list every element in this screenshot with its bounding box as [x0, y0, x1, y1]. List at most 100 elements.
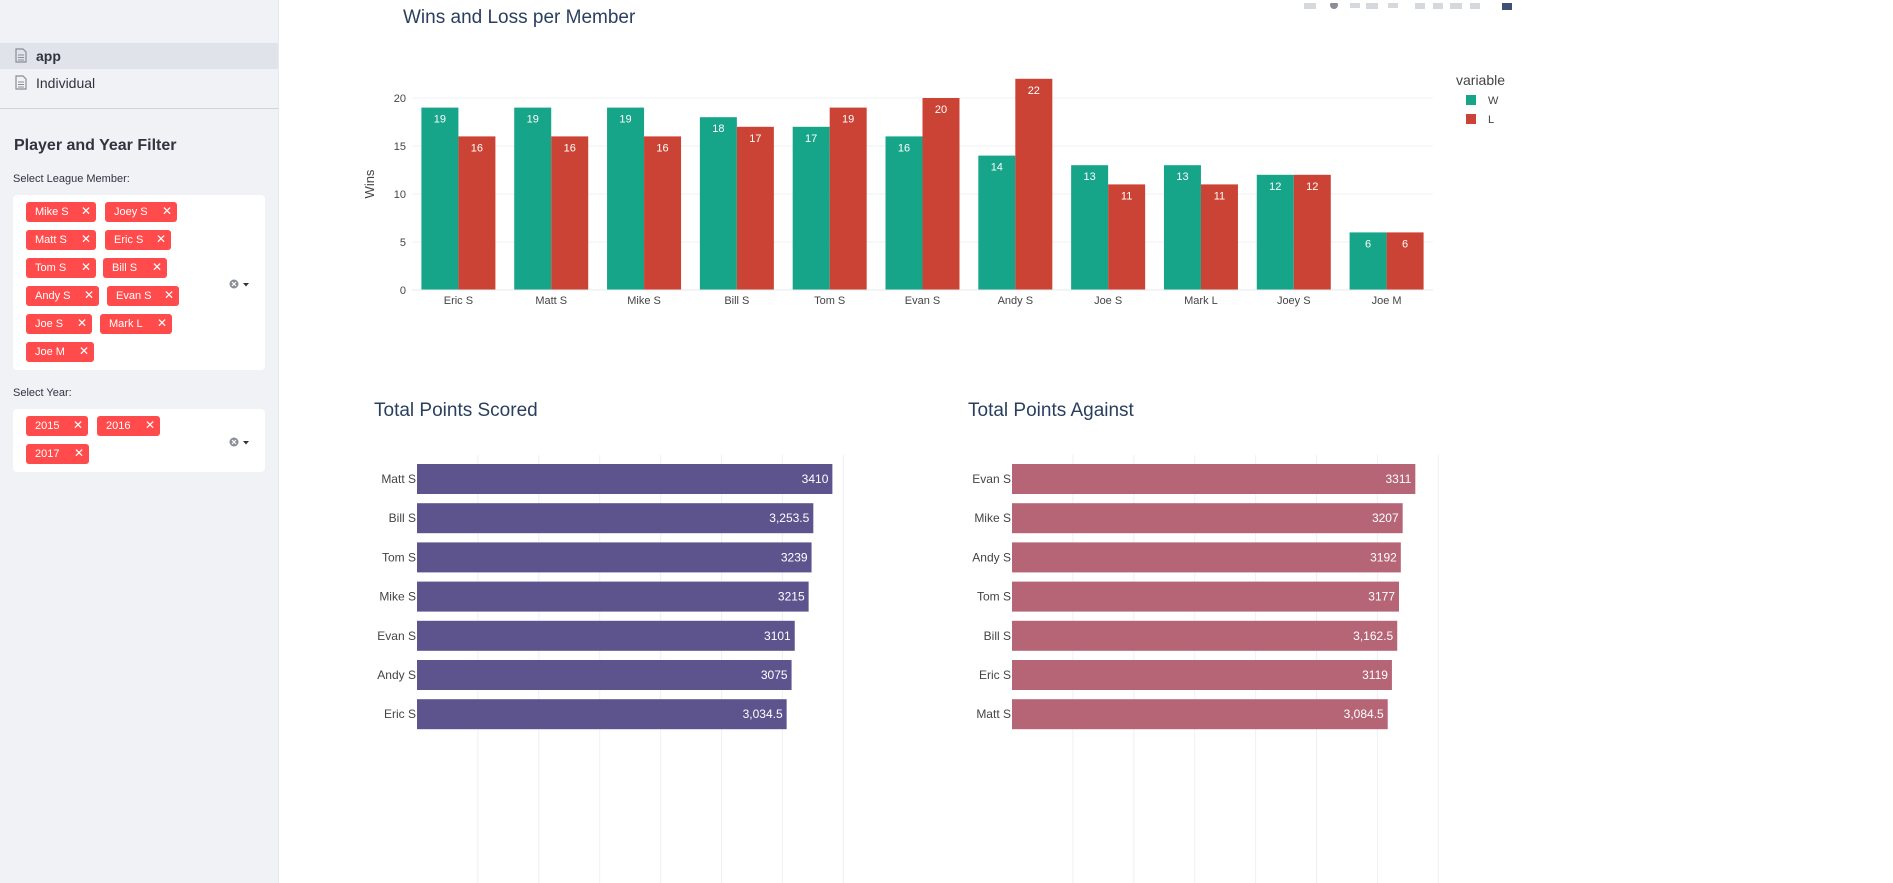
selected-tag: 2016 ✕ — [97, 416, 160, 436]
bar-value-label: 3101 — [764, 629, 791, 643]
selected-tag: Mike S ✕ — [26, 202, 96, 222]
selected-tag: Matt S ✕ — [26, 230, 96, 250]
bar-value-label: 3311 — [1386, 472, 1412, 486]
x-tick-label: Mike S — [627, 295, 661, 307]
y-tick-label: Bill S — [389, 511, 416, 525]
selected-tag: Eric S ✕ — [105, 230, 171, 250]
document-icon — [15, 48, 27, 66]
y-tick-label: Eric S — [979, 668, 1011, 682]
bar-value-label: 6 — [1402, 238, 1408, 250]
bar-w — [1163, 165, 1201, 290]
chart-title-wins-loss: Wins and Loss per Member — [403, 7, 636, 28]
y-tick-label: 15 — [394, 141, 406, 153]
bar-value-label: 16 — [898, 142, 910, 154]
bar-w — [421, 107, 459, 290]
hbar — [1012, 503, 1403, 534]
bar-value-label: 3,084.5 — [1344, 707, 1384, 721]
bar-value-label: 19 — [527, 114, 539, 126]
tag-label: Mark L — [109, 318, 143, 330]
bar-w — [1071, 165, 1109, 290]
bar-value-label: 3177 — [1368, 590, 1395, 604]
bar-value-label: 6 — [1365, 238, 1371, 250]
remove-tag-icon[interactable]: ✕ — [156, 316, 167, 330]
bar-value-label: 3,253.5 — [769, 511, 809, 525]
y-axis-label: Wins — [362, 169, 377, 198]
bar-value-label: 3,162.5 — [1353, 629, 1393, 643]
home-icon — [1470, 3, 1480, 9]
bar-w — [1349, 232, 1387, 290]
bar-value-label: 3075 — [761, 668, 788, 682]
tag-label: 2017 — [35, 448, 60, 460]
multiselect-controls — [229, 277, 259, 289]
remove-tag-icon[interactable]: ✕ — [155, 232, 166, 246]
bar-l — [829, 107, 867, 290]
nav-label: Individual — [36, 75, 96, 91]
remove-tag-icon[interactable]: ✕ — [72, 418, 83, 432]
x-tick-label: Joe M — [1372, 295, 1402, 307]
x-tick-label: Joe S — [1094, 295, 1122, 307]
bar-value-label: 3239 — [781, 550, 808, 564]
bar-value-label: 14 — [991, 162, 1003, 174]
bar-value-label: 11 — [1121, 190, 1132, 202]
hbar — [417, 660, 792, 690]
nav-item-app[interactable]: app — [0, 43, 278, 69]
bar-value-label: 3192 — [1370, 550, 1397, 564]
remove-tag-icon[interactable]: ✕ — [163, 288, 174, 302]
bar-l — [551, 136, 589, 290]
hbar — [1012, 620, 1398, 651]
bar-value-label: 16 — [656, 142, 668, 154]
year-select-label: Select Year: — [13, 387, 72, 399]
hbar — [417, 581, 809, 612]
remove-tag-icon[interactable]: ✕ — [151, 260, 162, 274]
legend-item: L — [1488, 114, 1494, 126]
selected-tag: Evan S ✕ — [107, 286, 179, 306]
y-tick-label: Matt S — [976, 707, 1011, 721]
member-multiselect[interactable]: Mike S ✕ Joey S ✕ Matt S ✕ Eric S ✕ Tom S ✕ Bill S… — [13, 195, 265, 370]
bar-value-label: 12 — [1306, 181, 1318, 193]
bar-value-label: 3207 — [1372, 511, 1399, 525]
hbar — [1012, 464, 1416, 494]
selected-tag: Andy S ✕ — [26, 286, 99, 306]
bar-l — [1200, 184, 1238, 290]
remove-tag-icon[interactable]: ✕ — [76, 316, 87, 330]
year-multiselect[interactable]: 2015 ✕ 2016 ✕ 2017 ✕ — [13, 409, 265, 472]
bar-l — [1386, 232, 1424, 290]
camera-icon — [1304, 3, 1316, 9]
bar-w — [1256, 174, 1294, 290]
selected-tag: Mark L ✕ — [100, 314, 172, 334]
bar-value-label: 3215 — [778, 590, 805, 604]
y-tick-label: Andy S — [972, 550, 1011, 564]
bar-value-label: 22 — [1028, 85, 1040, 97]
y-tick-label: Bill S — [984, 629, 1011, 643]
remove-tag-icon[interactable]: ✕ — [144, 418, 155, 432]
nav-item-individual[interactable]: Individual — [0, 70, 278, 96]
remove-tag-icon[interactable]: ✕ — [161, 204, 172, 218]
tag-label: Bill S — [112, 262, 138, 274]
chart-title-points-against: Total Points Against — [968, 400, 1134, 421]
legend-title: variable — [1456, 72, 1505, 88]
x-tick-label: Matt S — [535, 295, 567, 307]
bar-w — [792, 126, 830, 290]
legend-swatch — [1466, 95, 1476, 105]
bar-value-label: 19 — [434, 114, 446, 126]
remove-tag-icon[interactable]: ✕ — [73, 446, 84, 460]
remove-tag-icon[interactable]: ✕ — [78, 344, 89, 358]
bar-value-label: 11 — [1214, 190, 1225, 202]
chevron-down-icon[interactable] — [243, 283, 249, 287]
plotly-logo-icon — [1502, 3, 1512, 10]
remove-tag-icon[interactable]: ✕ — [83, 288, 94, 302]
bar-w — [699, 117, 737, 290]
document-icon — [15, 75, 27, 93]
bar-w — [514, 107, 552, 290]
chevron-down-icon[interactable] — [243, 441, 249, 445]
y-tick-label: 20 — [394, 93, 406, 105]
y-tick-label: Tom S — [977, 590, 1011, 604]
remove-tag-icon[interactable]: ✕ — [80, 232, 91, 246]
bar-value-label: 3119 — [1362, 668, 1388, 682]
lasso-icon — [1388, 3, 1398, 8]
remove-tag-icon[interactable]: ✕ — [80, 260, 91, 274]
hbar — [417, 542, 812, 573]
tag-label: Eric S — [114, 234, 144, 246]
remove-tag-icon[interactable]: ✕ — [80, 204, 91, 218]
y-tick-label: Tom S — [382, 550, 416, 564]
